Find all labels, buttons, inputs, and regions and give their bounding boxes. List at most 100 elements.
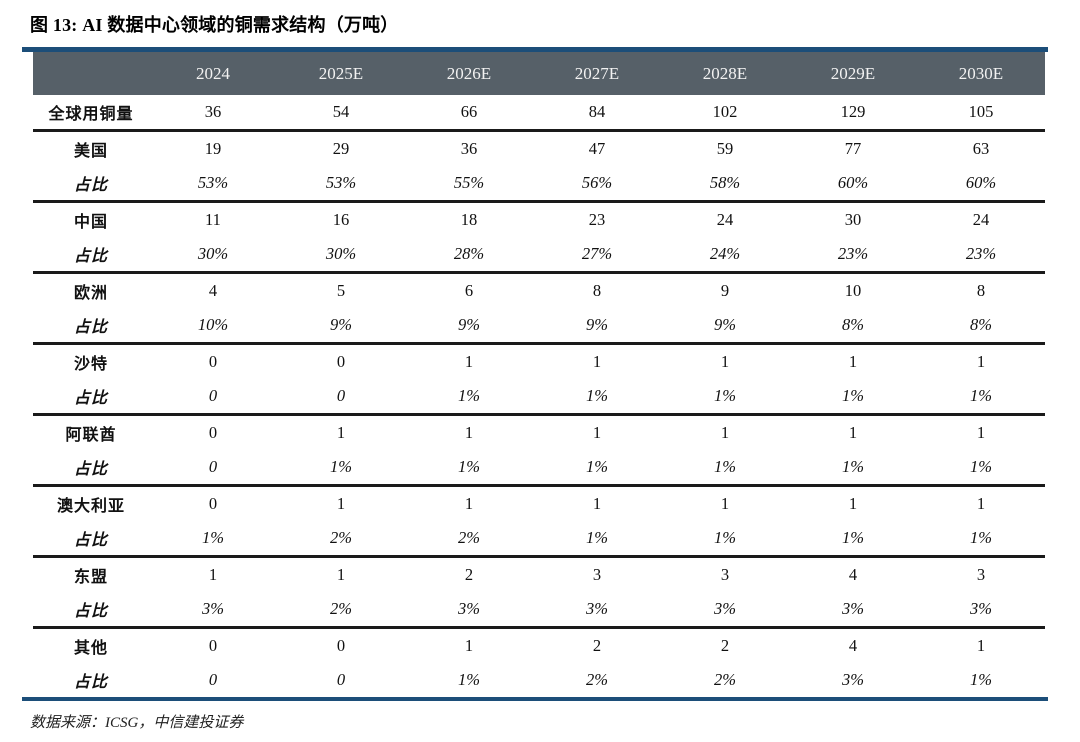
cell-value: 2 <box>464 565 474 584</box>
row-label: 全球用铜量 <box>33 95 149 132</box>
cell-value: 2 <box>592 636 602 655</box>
cell-value: 1% <box>533 521 661 558</box>
table-row: 占比 30% 30% 28% 27% 24% 23% 23% <box>33 237 1045 274</box>
cell-value: 3 <box>976 565 986 584</box>
cell-value: 27% <box>533 237 661 274</box>
cell-value: 0 <box>149 379 277 416</box>
cell-value: 1% <box>405 450 533 487</box>
row-label: 占比 <box>33 379 149 416</box>
cell-value: 3% <box>661 592 789 629</box>
cell-value: 1% <box>789 450 917 487</box>
cell-value: 30 <box>844 210 862 229</box>
cell-value: 16 <box>332 210 350 229</box>
cell-value: 9% <box>405 308 533 345</box>
cell-value: 0 <box>336 636 346 655</box>
cell-value: 1 <box>976 352 986 371</box>
cell-value: 1% <box>533 450 661 487</box>
figure-title: 图 13: AI 数据中心领域的铜需求结构（万吨） <box>30 15 399 35</box>
cell-value: 102 <box>661 95 789 132</box>
header-cell-2027e: 2027E <box>533 52 661 95</box>
cell-value: 23% <box>789 237 917 274</box>
cell-value: 66 <box>405 95 533 132</box>
cell-value: 3% <box>405 592 533 629</box>
cell-value: 0 <box>336 670 346 689</box>
cell-value: 1% <box>458 670 480 689</box>
cell-value: 60% <box>917 166 1045 203</box>
table-bottom-rule <box>22 697 1048 701</box>
table-row: 欧洲 4 5 6 8 9 10 8 <box>33 273 1045 309</box>
cell-value: 1 <box>848 494 858 513</box>
cell-value: 2% <box>714 670 736 689</box>
cell-value: 1 <box>592 494 602 513</box>
cell-value: 3% <box>789 592 917 629</box>
cell-value: 2% <box>586 670 608 689</box>
cell-value: 29 <box>332 139 350 158</box>
cell-value: 1 <box>848 423 858 442</box>
cell-value: 1% <box>149 521 277 558</box>
row-label: 澳大利亚 <box>56 498 125 515</box>
cell-value: 8% <box>917 308 1045 345</box>
cell-value: 1 <box>464 423 474 442</box>
cell-value: 4 <box>848 636 858 655</box>
cell-value: 84 <box>533 95 661 132</box>
cell-value: 1% <box>533 379 661 416</box>
cell-value: 54 <box>277 95 405 132</box>
cell-value: 53% <box>149 166 277 203</box>
header-cell-2029e: 2029E <box>789 52 917 95</box>
cell-value: 47 <box>588 139 606 158</box>
cell-value: 1 <box>336 565 346 584</box>
header-cell-2025e: 2025E <box>277 52 405 95</box>
cell-value: 58% <box>661 166 789 203</box>
cell-value: 2% <box>277 592 405 629</box>
cell-value: 60% <box>789 166 917 203</box>
cell-value: 1 <box>976 636 986 655</box>
cell-value: 8% <box>789 308 917 345</box>
cell-value: 55% <box>405 166 533 203</box>
header-cell-2028e: 2028E <box>661 52 789 95</box>
cell-value: 1 <box>336 423 346 442</box>
cell-value: 53% <box>277 166 405 203</box>
cell-value: 1% <box>661 521 789 558</box>
table-row: 阿联酋 0 1 1 1 1 1 1 <box>33 415 1045 451</box>
row-label: 沙特 <box>73 356 108 373</box>
table-row: 其他 0 0 1 2 2 4 1 <box>33 628 1045 664</box>
cell-value: 4 <box>208 281 218 300</box>
cell-value: 3% <box>533 592 661 629</box>
row-label: 占比 <box>33 237 149 274</box>
row-label: 占比 <box>33 592 149 629</box>
cell-value: 1% <box>661 379 789 416</box>
cell-value: 1% <box>661 450 789 487</box>
cell-value: 36 <box>460 139 478 158</box>
cell-value: 0 <box>149 450 277 487</box>
cell-value: 1 <box>464 352 474 371</box>
header-cell-2030e: 2030E <box>917 52 1045 95</box>
table-row: 占比 0 1% 1% 1% 1% 1% 1% <box>33 450 1045 487</box>
table-row: 全球用铜量 36 54 66 84 102 129 105 <box>33 95 1045 132</box>
cell-value: 24 <box>716 210 734 229</box>
table-row: 占比 0 0 1% 2% 2% 3% 1% <box>33 663 1045 697</box>
cell-value: 8 <box>592 281 602 300</box>
table-body: 全球用铜量 36 54 66 84 102 129 105 美国 19 29 36 47 59 77 63 占比… <box>33 95 1045 697</box>
header-cell-label <box>33 52 149 95</box>
cell-value: 30% <box>277 237 405 274</box>
cell-value: 77 <box>844 139 862 158</box>
row-label: 欧洲 <box>73 285 108 302</box>
cell-value: 1% <box>917 521 1045 558</box>
cell-value: 30% <box>149 237 277 274</box>
cell-value: 23% <box>917 237 1045 274</box>
cell-value: 24% <box>661 237 789 274</box>
cell-value: 3% <box>917 592 1045 629</box>
cell-value: 1 <box>720 423 730 442</box>
cell-value: 1 <box>336 494 346 513</box>
cell-value: 9% <box>277 308 405 345</box>
row-label: 占比 <box>33 450 149 487</box>
table-row: 占比 10% 9% 9% 9% 9% 8% 8% <box>33 308 1045 345</box>
cell-value: 36 <box>149 95 277 132</box>
table-row: 占比 53% 53% 55% 56% 58% 60% 60% <box>33 166 1045 203</box>
cell-value: 0 <box>336 352 346 371</box>
cell-value: 10 <box>844 281 862 300</box>
cell-value: 1 <box>464 494 474 513</box>
cell-value: 9% <box>661 308 789 345</box>
cell-value: 3% <box>842 670 864 689</box>
header-row: 2024 2025E 2026E 2027E 2028E 2029E 2030E <box>33 52 1045 95</box>
